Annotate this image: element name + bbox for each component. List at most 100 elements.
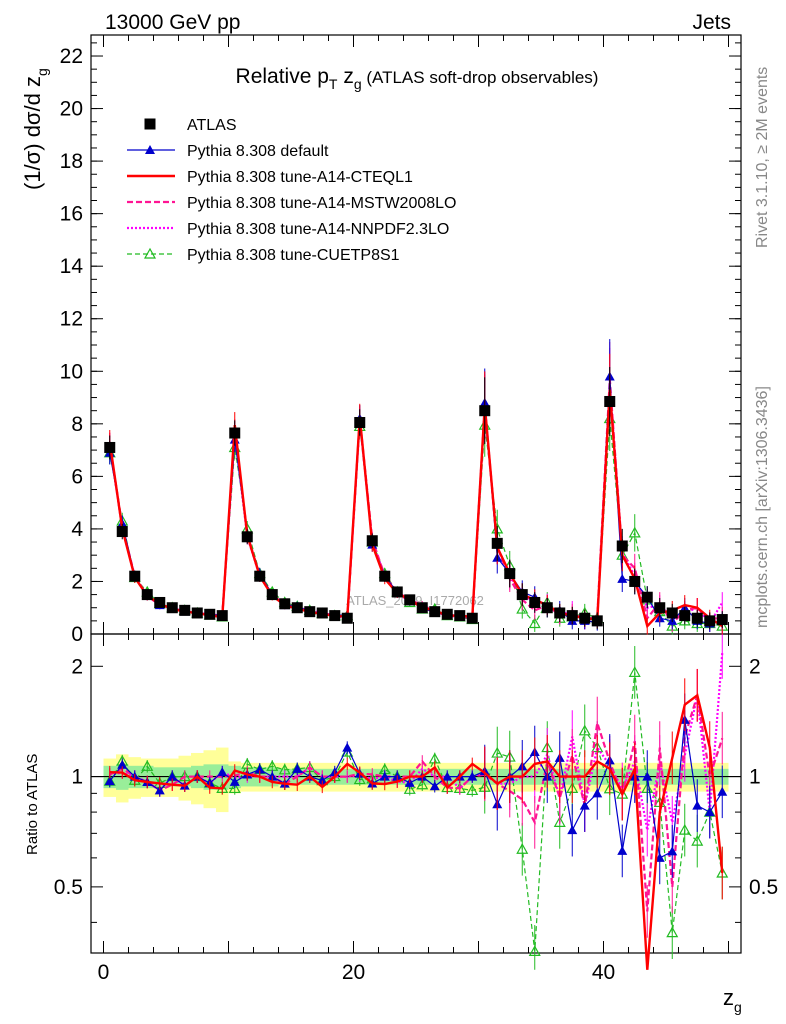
x-tick-label: 0: [98, 961, 110, 984]
upper-y-axis-label: (1/σ) dσ/d zg: [20, 68, 50, 190]
chart-title: Relative pT zg (ATLAS soft-drop observab…: [236, 65, 599, 92]
mcplots-label: mcplots.cern.ch [arXiv:1306.3436]: [754, 386, 771, 628]
legend-marker-cuetp8s1: [143, 247, 157, 259]
ratio-tick-label: 1: [71, 766, 83, 789]
data-point: [141, 589, 153, 601]
ratio-point: [342, 742, 353, 752]
x-tick-label: 20: [342, 961, 365, 984]
data-point: [166, 602, 178, 614]
ratio-point: [154, 785, 165, 795]
y-tick-label: 22: [60, 45, 83, 68]
data-point: [479, 405, 491, 417]
ratio-point: [117, 759, 128, 769]
legend-label-atlas: ATLAS: [187, 117, 237, 134]
ratio-point: [667, 846, 678, 856]
data-point: [504, 568, 516, 580]
ratio-point: [353, 773, 366, 785]
data-point: [629, 575, 641, 587]
data-point: [691, 612, 703, 624]
ratio-point: [528, 945, 541, 957]
ratio-tick-label: 2: [71, 655, 83, 678]
data-point: [604, 395, 616, 407]
ratio-point: [442, 771, 453, 781]
ratio-point: [217, 767, 228, 777]
ratio-point: [654, 852, 665, 862]
data-point: [516, 589, 528, 601]
ratio-line-default: [109, 719, 723, 859]
data-point: [154, 596, 166, 608]
legend: ATLAS Pythia 8.308 default Pythia 8.308 tu…: [127, 117, 456, 264]
data-point: [491, 537, 503, 549]
legend-label-cuetp8s1: Pythia 8.308 tune-CUETP8S1: [187, 247, 400, 264]
ratio-point: [578, 724, 591, 736]
ratio-point: [467, 771, 478, 781]
mc-point: [516, 602, 529, 614]
ratio-point: [141, 760, 154, 771]
series-cteql1: [108, 353, 724, 970]
y-tick-label: 4: [71, 518, 83, 541]
data-point: [266, 589, 278, 601]
data-point: [379, 570, 391, 582]
ratio-tick-label: 0.5: [749, 876, 778, 899]
series-mstw: [108, 342, 724, 938]
data-point: [279, 598, 291, 610]
upper-line-nnpdf: [108, 384, 724, 626]
data-point: [341, 612, 353, 624]
data-point: [104, 441, 116, 453]
data-point: [116, 526, 128, 538]
data-point: [179, 604, 191, 616]
ratio-point: [416, 778, 429, 790]
ratio-point: [628, 666, 641, 677]
ratio-point: [292, 763, 303, 773]
ratio-point: [717, 786, 728, 796]
data-point: [566, 610, 578, 622]
mc-point: [617, 573, 628, 583]
ratio-point: [403, 783, 416, 794]
ratio-point: [104, 776, 115, 786]
data-point: [704, 615, 716, 627]
data-point: [354, 417, 366, 429]
ratio-point: [666, 926, 679, 938]
y-tick-label: 8: [71, 413, 83, 436]
data-point: [316, 607, 328, 619]
data-point: [666, 607, 678, 619]
process-label: 13000 GeV pp: [105, 11, 240, 34]
data-point: [304, 606, 316, 618]
y-tick-label: 0: [71, 623, 83, 646]
data-point: [441, 608, 453, 620]
ratio-point: [678, 823, 691, 835]
data-point: [416, 602, 428, 614]
legend-label-mstw: Pythia 8.308 tune-A14-MSTW2008LO: [187, 195, 456, 212]
legend-label-default: Pythia 8.308 default: [187, 143, 329, 160]
ratio-point: [266, 760, 279, 771]
y-tick-label: 18: [60, 150, 83, 173]
data-point: [466, 612, 478, 624]
data-point: [291, 602, 303, 614]
data-point: [204, 608, 216, 620]
legend-label-nnpdf: Pythia 8.308 tune-A14-NNPDF2.3LO: [187, 221, 449, 238]
series-atlas: [104, 367, 728, 630]
ratio-point: [617, 845, 628, 855]
data-point: [129, 570, 141, 582]
x-axis-label: zg: [723, 985, 742, 1015]
data-point: [229, 427, 241, 439]
y-tick-label: 16: [60, 203, 83, 226]
ratio-tick-label: 0.5: [54, 876, 83, 899]
ratio-point: [553, 816, 566, 827]
x-tick-label: 40: [592, 961, 615, 984]
ratio-tick-label: 1: [749, 766, 761, 789]
ratio-line-cteql1: [109, 693, 724, 970]
ratio-point: [691, 834, 704, 846]
data-point: [541, 602, 553, 614]
legend-marker-atlas: [144, 118, 156, 130]
y-tick-label: 14: [60, 255, 84, 278]
data-point: [366, 535, 378, 547]
ratio-point: [167, 771, 178, 781]
legend-marker-default: [145, 145, 155, 154]
ratio-point: [491, 746, 504, 758]
lower-y-axis-label: Ratio to ATLAS: [24, 754, 41, 855]
data-point: [641, 591, 653, 603]
ratio-point: [704, 807, 715, 817]
ratio-point: [254, 764, 265, 774]
